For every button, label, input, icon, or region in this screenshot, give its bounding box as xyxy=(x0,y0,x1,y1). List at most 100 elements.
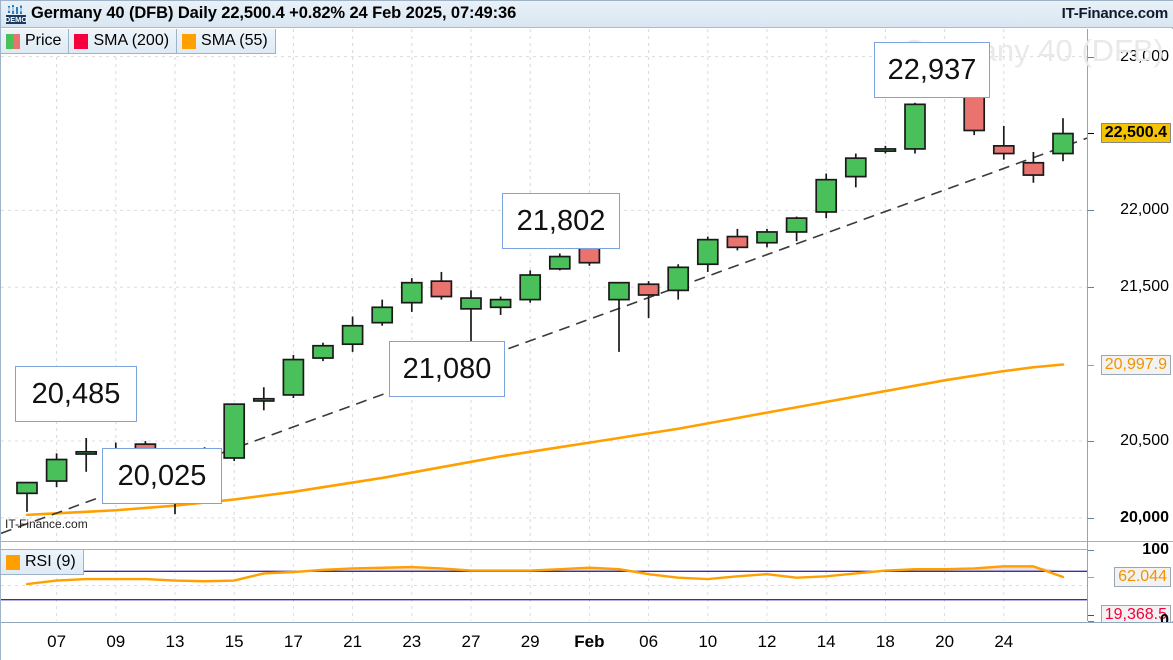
rsi-line xyxy=(25,565,1065,586)
demo-badge-icon: DEMO xyxy=(5,4,27,25)
price-annotation-callout[interactable]: 20,025 xyxy=(102,448,222,504)
legend-label-sma55: SMA (55) xyxy=(201,32,268,49)
color-swatch-icon xyxy=(6,554,20,570)
price-annotation-label: 20,485 xyxy=(31,377,121,410)
pane-divider-bottom xyxy=(1,549,1087,550)
date-axis-label: Feb xyxy=(574,632,605,651)
candlestick[interactable] xyxy=(519,270,542,303)
candlestick[interactable] xyxy=(371,299,394,326)
chart-watermark-small: IT-Finance.com xyxy=(5,517,88,531)
price-axis-label: 20,000 xyxy=(1120,508,1169,526)
candlestick[interactable] xyxy=(992,125,1015,160)
date-axis[interactable]: 07 09 13 15 17 21 23 27 29 Feb 06 10 12 14 18 20 24 xyxy=(1,622,1173,660)
axis-tick xyxy=(1088,287,1094,289)
legend-item-price[interactable]: Price xyxy=(1,29,70,54)
price-plot xyxy=(1,29,1087,541)
price-axis[interactable]: 23,000 22,000 21,500 20,500 20,000 22,500.4 20… xyxy=(1087,29,1173,629)
candlestick[interactable] xyxy=(608,281,630,352)
date-axis-label: 17 xyxy=(283,632,303,651)
candlestick[interactable] xyxy=(637,281,660,319)
candlestick[interactable] xyxy=(548,253,571,271)
title-bar: DEMO Germany 40 (DFB) Daily 22,500.4 +0.… xyxy=(1,1,1173,28)
price-axis-label: 23,000 xyxy=(1120,47,1169,65)
legend-label-price: Price xyxy=(25,32,62,49)
axis-tick xyxy=(1088,441,1094,443)
date-axis-label: 13 xyxy=(165,632,185,651)
price-axis-marker-sma200[interactable]: 19,368.5 xyxy=(1100,605,1171,626)
date-axis-label: 07 xyxy=(47,632,67,651)
price-annotation-callout[interactable]: 20,485 xyxy=(15,366,137,422)
candlestick[interactable] xyxy=(252,387,275,411)
price-axis-label: 21,500 xyxy=(1120,278,1169,296)
candlestick[interactable] xyxy=(400,278,423,312)
candlestick[interactable] xyxy=(696,236,719,272)
candlestick[interactable] xyxy=(815,173,838,219)
candlestick[interactable] xyxy=(1052,118,1074,162)
rsi-axis-marker[interactable]: 62.044 xyxy=(1114,566,1171,587)
axis-tick xyxy=(1088,621,1094,622)
axis-tick xyxy=(1088,576,1094,578)
date-axis-label: 14 xyxy=(816,632,836,651)
rsi-legend: RSI (9) xyxy=(1,550,84,575)
candlestick[interactable] xyxy=(785,216,808,242)
date-axis-label: 12 xyxy=(757,632,777,651)
rsi-plot xyxy=(1,550,1087,621)
candlestick[interactable] xyxy=(904,102,926,154)
legend-item-sma55[interactable]: SMA (55) xyxy=(177,29,276,54)
legend-item-sma200[interactable]: SMA (200) xyxy=(69,29,178,54)
candlestick[interactable] xyxy=(75,437,98,472)
series-legend: Price SMA (200) SMA (55) xyxy=(1,29,276,54)
axis-divider xyxy=(1088,541,1173,542)
date-axis-label: 10 xyxy=(698,632,718,651)
rsi-chart-pane[interactable] xyxy=(1,550,1087,621)
candlestick-swatch-icon xyxy=(6,33,20,49)
date-axis-label: 29 xyxy=(520,632,540,651)
price-annotation-callout[interactable]: 21,802 xyxy=(502,193,620,249)
date-axis-label: 27 xyxy=(461,632,481,651)
candlestick[interactable] xyxy=(844,153,867,188)
date-axis-label: 15 xyxy=(224,632,244,651)
price-axis-marker-sma55[interactable]: 20,997.9 xyxy=(1100,354,1171,375)
candlestick[interactable] xyxy=(223,403,246,462)
date-axis-label: 18 xyxy=(875,632,895,651)
candlestick[interactable] xyxy=(667,264,690,300)
date-axis-label: 24 xyxy=(994,632,1014,651)
candlestick[interactable] xyxy=(341,316,364,352)
price-annotation-label: 20,025 xyxy=(117,459,207,492)
rsi-axis-label: 100 xyxy=(1142,541,1169,558)
price-axis-marker-last[interactable]: 22,500.4 xyxy=(1100,123,1171,144)
candlestick[interactable] xyxy=(430,271,453,300)
axis-tick xyxy=(1088,56,1094,58)
price-annotation-label: 22,937 xyxy=(887,53,977,86)
candlestick[interactable] xyxy=(726,228,749,251)
date-axis-label: 20 xyxy=(935,632,955,651)
price-annotation-label: 21,080 xyxy=(402,352,492,385)
candlestick[interactable] xyxy=(312,342,334,362)
color-swatch-icon xyxy=(182,33,197,49)
candlestick[interactable] xyxy=(45,453,68,488)
axis-tick xyxy=(1088,210,1094,212)
axis-tick xyxy=(1088,517,1094,519)
legend-item-rsi[interactable]: RSI (9) xyxy=(1,550,84,575)
axis-tick xyxy=(1088,615,1094,617)
color-swatch-icon xyxy=(74,33,89,49)
rsi-axis-label: 0 xyxy=(1160,612,1169,629)
candlestick[interactable] xyxy=(1022,152,1045,183)
pane-divider-top xyxy=(1,541,1087,542)
date-axis-label: 23 xyxy=(402,632,422,651)
date-axis-label: 21 xyxy=(343,632,363,651)
legend-label-rsi: RSI (9) xyxy=(25,553,76,570)
legend-label-sma200: SMA (200) xyxy=(93,32,170,49)
axis-tick xyxy=(1088,133,1094,135)
candlestick[interactable] xyxy=(489,296,512,315)
candlestick[interactable] xyxy=(756,228,778,248)
date-axis-label: 06 xyxy=(639,632,659,651)
candlestick[interactable] xyxy=(282,354,305,399)
price-axis-label: 22,000 xyxy=(1120,201,1169,219)
brand-logo: IT-Finance.com xyxy=(1061,5,1169,22)
candlestick[interactable] xyxy=(874,145,897,154)
price-annotation-callout[interactable]: 21,080 xyxy=(389,341,505,397)
price-annotation-callout[interactable]: 22,937 xyxy=(874,42,990,98)
candlestick[interactable] xyxy=(16,481,38,512)
